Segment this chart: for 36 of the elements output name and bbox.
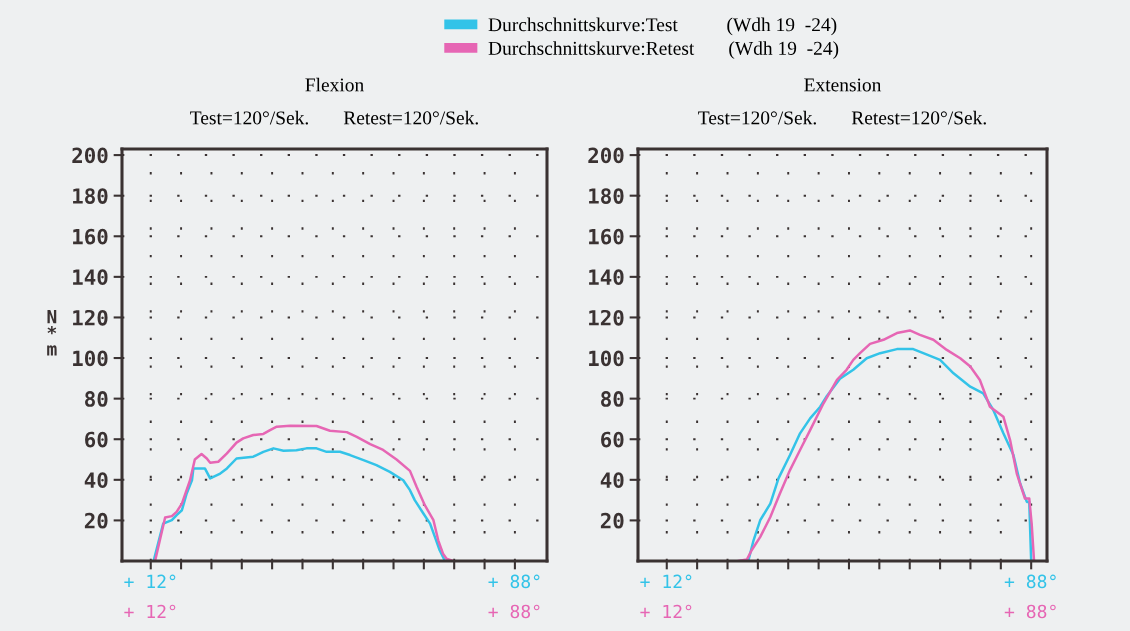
x-tick-label: + 12° <box>640 574 692 589</box>
legend-label: Durchschnittskurve:Retest (Wdh 19 -24) <box>488 41 839 59</box>
text: + 88° <box>1004 604 1056 619</box>
chart-title: Flexion <box>305 77 364 92</box>
y-tick-label: 40 <box>600 472 624 489</box>
y-tick-label: 20 <box>600 512 624 529</box>
y-tick-label: 120 <box>589 309 624 326</box>
text: + 12° <box>124 604 176 619</box>
x-tick-label: + 88° <box>1004 574 1056 589</box>
y-tick-label: 180 <box>589 188 624 204</box>
legend-label: Durchschnittskurve:Test (Wdh 19 -24) <box>488 17 837 36</box>
y-tick-label: 40 <box>84 472 108 489</box>
y-tick-label: 160 <box>73 228 108 245</box>
text: + 12° <box>640 604 692 619</box>
y-tick-label: 60 <box>85 431 108 448</box>
y-axis-title: N*m <box>47 310 57 356</box>
x-tick-label: + 88° <box>488 574 540 589</box>
y-tick-label: 140 <box>73 269 108 286</box>
y-tick-label: 100 <box>589 350 624 367</box>
chart-subtitle: Test=120°/Sek. Retest=120°/Sek. <box>698 110 986 125</box>
y-tick-label: 200 <box>588 147 624 164</box>
x-tick-label: + 12° <box>124 574 176 589</box>
y-tick-label: 200 <box>72 147 108 164</box>
y-tick-label: 60 <box>601 431 624 448</box>
y-tick-label: 160 <box>589 228 624 245</box>
y-tick-label: 20 <box>84 512 108 529</box>
line-series <box>152 447 447 561</box>
chart-title: Extension <box>804 78 882 92</box>
chart-subtitle: Test=120°/Sek. Retest=120°/Sek. <box>190 110 478 125</box>
y-tick-label: 80 <box>85 391 108 407</box>
y-tick-label: 140 <box>589 269 624 286</box>
text: + 88° <box>488 604 540 619</box>
y-tick-label: 80 <box>601 391 624 407</box>
y-tick-label: 120 <box>73 309 108 326</box>
y-tick-label: 180 <box>73 188 108 204</box>
y-tick-label: 100 <box>73 350 108 367</box>
